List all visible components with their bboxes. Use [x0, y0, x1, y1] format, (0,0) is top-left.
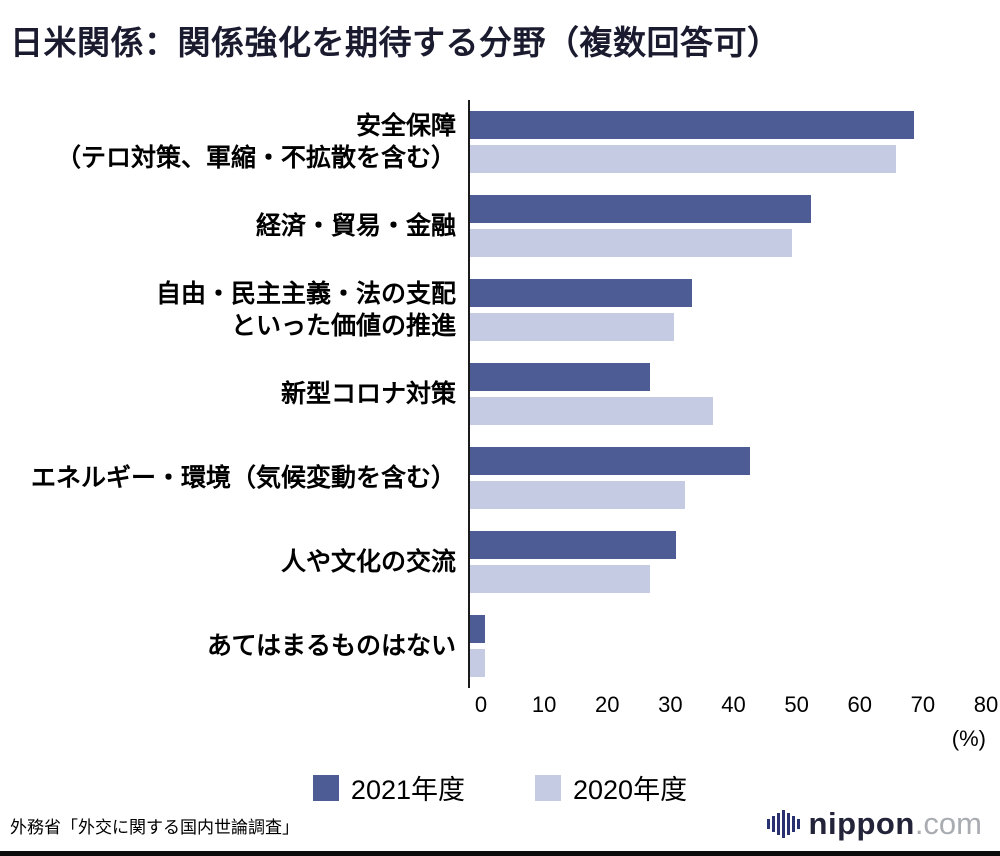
- plot-area: 安全保障 （テロ対策、軍縮・不拡散を含む） 経済・貿易・金融自由・民主主義・法の支…: [0, 100, 1000, 688]
- bar-series-1: [470, 397, 714, 425]
- bar-group: あてはまるものはない: [0, 604, 1000, 688]
- bar-series-1: [470, 565, 650, 593]
- bar-pair: [468, 436, 975, 520]
- bar-series-0: [470, 615, 486, 643]
- category-label: 自由・民主主義・法の支配 といった価値の推進: [155, 280, 456, 340]
- bar-series-1: [470, 649, 486, 677]
- bar-series-0: [470, 363, 650, 391]
- bar-chart: 安全保障 （テロ対策、軍縮・不拡散を含む） 経済・貿易・金融自由・民主主義・法の支…: [0, 100, 1000, 807]
- nippon-logo: nippon .com: [766, 806, 982, 842]
- x-axis-unit: (%): [951, 726, 986, 751]
- tick-label: 70: [910, 692, 936, 717]
- tick-label: 80: [973, 692, 999, 717]
- bar-series-1: [470, 481, 685, 509]
- x-axis-ticks: 0 10 20 30 40 50 60 70 80: [475, 688, 998, 718]
- bar-pair: [468, 352, 975, 436]
- bar-series-0: [470, 279, 693, 307]
- logo-tld: .com: [914, 806, 982, 841]
- legend-swatch: [535, 774, 561, 801]
- legend-swatch: [312, 774, 339, 801]
- source-note: 外務省「外交に関する国内世論調査」: [10, 818, 299, 837]
- bar-series-0: [470, 111, 914, 139]
- tick-label: 30: [658, 692, 683, 717]
- category-label: 安全保障 （テロ対策、軍縮・不拡散を含む）: [55, 112, 456, 172]
- legend-label: 2021年度: [350, 775, 465, 805]
- tick-label: 40: [721, 692, 746, 717]
- bar-group: 安全保障 （テロ対策、軍縮・不拡散を含む）: [0, 100, 1000, 184]
- bar-series-1: [470, 313, 674, 341]
- bar-group: 経済・貿易・金融: [0, 184, 1000, 268]
- tick-label: 20: [595, 692, 620, 717]
- bar-series-1: [470, 229, 792, 257]
- logo-text: nippon: [808, 806, 915, 841]
- category-label: エネルギー・環境（気候変動を含む）: [30, 464, 456, 492]
- tick-label: 60: [847, 692, 872, 717]
- soundbars-icon: [766, 810, 800, 838]
- bar-group: 新型コロナ対策: [0, 352, 1000, 436]
- bar-group: 自由・民主主義・法の支配 といった価値の推進: [0, 268, 1000, 352]
- bar-pair: [468, 184, 975, 268]
- infographic: 日米関係：関係強化を期待する分野（複数回答可） 安全保障 （テロ対策、軍縮・不拡…: [0, 24, 1000, 856]
- tick-label: 10: [531, 692, 557, 717]
- bar-group: エネルギー・環境（気候変動を含む）: [0, 436, 1000, 520]
- legend-item-1: 2020年度: [535, 768, 687, 807]
- bar-series-0: [470, 447, 750, 475]
- legend: 2021年度 2020年度: [0, 768, 1000, 807]
- chart-title: 日米関係：関係強化を期待する分野（複数回答可）: [10, 24, 781, 61]
- bar-group: 人や文化の交流: [0, 520, 1000, 604]
- category-label: 人や文化の交流: [280, 548, 456, 576]
- tick-label: 50: [784, 692, 809, 717]
- bar-series-0: [470, 531, 677, 559]
- legend-label: 2020年度: [573, 775, 688, 805]
- legend-item-0: 2021年度: [312, 768, 465, 807]
- bottom-border: [0, 851, 1000, 856]
- bar-pair: [468, 604, 975, 688]
- bar-pair: [468, 100, 975, 184]
- bar-pair: [468, 520, 975, 604]
- bar-series-1: [470, 145, 897, 173]
- tick-label: 0: [474, 692, 488, 717]
- category-label: 新型コロナ対策: [280, 380, 456, 408]
- category-label: 経済・貿易・金融: [255, 212, 456, 240]
- bar-series-0: [470, 195, 811, 223]
- bar-pair: [468, 268, 975, 352]
- category-label: あてはまるものはない: [206, 632, 456, 660]
